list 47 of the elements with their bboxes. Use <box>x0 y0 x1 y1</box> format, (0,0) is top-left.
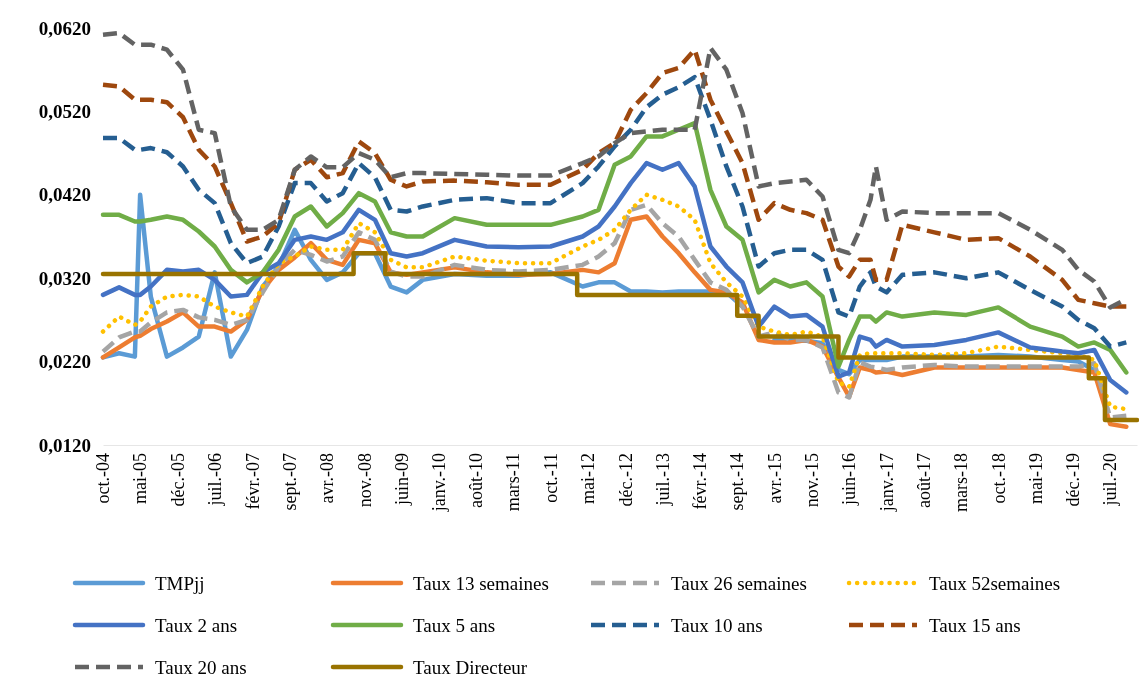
y-tick-label: 0,0620 <box>38 17 91 39</box>
x-tick-label: nov.-08 <box>354 453 375 508</box>
x-tick-label: août-17 <box>913 453 934 508</box>
legend-label: Taux Directeur <box>413 656 528 676</box>
line-series <box>100 160 1129 395</box>
x-tick-label: déc.-05 <box>167 453 188 507</box>
x-tick-label: juin-16 <box>839 453 860 506</box>
x-tick-label: juil.-20 <box>1100 453 1121 507</box>
x-tick-label: oct.-18 <box>988 453 1009 504</box>
x-tick-label: déc.-12 <box>615 453 636 507</box>
y-tick-label: 0,0220 <box>38 351 91 373</box>
x-tick-label: oct.-04 <box>93 453 114 504</box>
x-tick-label: juil.-13 <box>652 453 673 507</box>
legend-label: Taux 20 ans <box>155 656 247 676</box>
x-tick-label: mai-12 <box>578 453 599 504</box>
x-tick-label: juin-09 <box>391 453 412 506</box>
x-tick-label: janv.-17 <box>876 453 897 513</box>
x-tick-label: août-10 <box>466 453 487 508</box>
x-tick-label: juil.-06 <box>204 453 225 507</box>
legend-label: Taux 26 semaines <box>671 572 807 594</box>
x-tick-label: mars-11 <box>503 453 524 512</box>
x-tick-label: févr.-14 <box>690 453 711 510</box>
legend-label: Taux 2 ans <box>155 614 238 636</box>
legend-label: TMPjj <box>155 572 205 594</box>
x-tick-label: mai-19 <box>1025 453 1046 504</box>
x-tick-label: oct.-11 <box>540 453 561 503</box>
line-series <box>100 74 1129 349</box>
x-tick-label: janv.-10 <box>429 453 450 513</box>
y-tick-label: 0,0320 <box>38 267 91 289</box>
legend-label: Taux 15 ans <box>929 614 1021 636</box>
line-series <box>100 120 1129 375</box>
x-tick-label: sept.-07 <box>279 453 300 511</box>
x-tick-label: avr.-15 <box>764 453 785 504</box>
legend-label: Taux 5 ans <box>413 614 496 636</box>
x-tick-label: févr.-07 <box>242 453 263 510</box>
x-tick-label: sept.-14 <box>727 453 748 511</box>
y-tick-label: 0,0520 <box>38 100 91 122</box>
x-tick-label: mai-05 <box>130 453 151 504</box>
x-tick-label: avr.-08 <box>317 453 338 504</box>
legend-label: Taux 13 semaines <box>413 572 549 594</box>
y-tick-label: 0,0420 <box>38 184 91 206</box>
legend-label: Taux 10 ans <box>671 614 763 636</box>
x-tick-label: déc.-19 <box>1063 453 1084 507</box>
x-tick-label: mars-18 <box>951 453 972 512</box>
x-tick-label: nov.-15 <box>802 453 823 508</box>
y-tick-label: 0,0120 <box>38 434 91 456</box>
legend-label: Taux 52semaines <box>929 572 1061 594</box>
